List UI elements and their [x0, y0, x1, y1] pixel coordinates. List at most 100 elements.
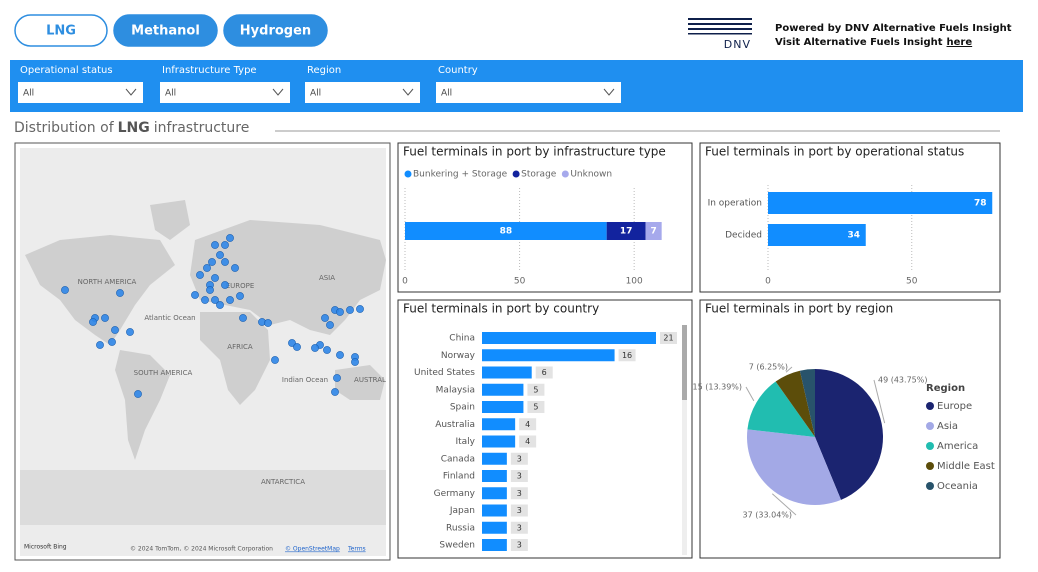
- map-attribution[interactable]: © OpenStreetMap: [285, 546, 340, 553]
- bar[interactable]: [482, 470, 507, 482]
- dropdown[interactable]: [436, 82, 621, 103]
- map-point[interactable]: [311, 344, 319, 352]
- bar[interactable]: [645, 222, 662, 240]
- map-point[interactable]: [89, 318, 97, 326]
- tab-label[interactable]: Methanol: [131, 24, 200, 39]
- pie-slice[interactable]: [747, 429, 842, 506]
- legend-label[interactable]: Asia: [937, 421, 958, 432]
- bar[interactable]: [482, 366, 532, 379]
- map-point[interactable]: [191, 291, 199, 299]
- map-point[interactable]: [203, 264, 211, 272]
- value-label: 6: [542, 368, 547, 377]
- map-point[interactable]: [336, 308, 344, 316]
- legend-label[interactable]: Oceania: [937, 481, 978, 492]
- map-point[interactable]: [116, 289, 124, 297]
- map-point[interactable]: [221, 258, 229, 266]
- map-point[interactable]: [239, 314, 247, 322]
- bar[interactable]: [768, 192, 993, 214]
- map-point[interactable]: [351, 358, 359, 366]
- map-point[interactable]: [271, 356, 279, 364]
- bar[interactable]: [482, 452, 507, 465]
- dropdown-value: All: [165, 89, 176, 99]
- bar[interactable]: [482, 332, 656, 344]
- y-tick-label: Russia: [446, 523, 475, 533]
- tab-label[interactable]: LNG: [46, 24, 76, 39]
- bar[interactable]: [482, 349, 615, 362]
- map-point[interactable]: [211, 274, 219, 282]
- map-point[interactable]: [221, 241, 229, 249]
- legend-label[interactable]: Bunkering + Storage: [413, 170, 508, 180]
- value-label: 15 (13.39%): [693, 383, 742, 392]
- bar[interactable]: [482, 487, 507, 500]
- map-point[interactable]: [231, 264, 239, 272]
- dropdown[interactable]: [305, 82, 420, 103]
- bar[interactable]: [606, 222, 646, 240]
- pie-slice[interactable]: [747, 381, 815, 437]
- map-point[interactable]: [226, 296, 234, 304]
- map-label: ANTARCTICA: [261, 478, 305, 486]
- y-tick-label: Australia: [435, 420, 475, 430]
- map-point[interactable]: [293, 343, 301, 351]
- map-point[interactable]: [108, 338, 116, 346]
- map-point[interactable]: [226, 234, 234, 242]
- pie-slice[interactable]: [775, 370, 815, 437]
- map-point[interactable]: [216, 251, 224, 259]
- link[interactable]: here: [947, 37, 973, 48]
- bar[interactable]: [482, 539, 507, 551]
- legend-label[interactable]: America: [937, 441, 978, 452]
- map-point[interactable]: [111, 326, 119, 334]
- map-point[interactable]: [221, 281, 229, 289]
- map-point[interactable]: [321, 314, 329, 322]
- legend-label[interactable]: Europe: [937, 401, 972, 412]
- continent: [190, 220, 386, 335]
- map-point[interactable]: [216, 301, 224, 309]
- section-fuel: LNG: [118, 120, 150, 136]
- land: [20, 200, 386, 525]
- map-point[interactable]: [126, 328, 134, 336]
- tab-button[interactable]: [223, 14, 328, 47]
- bar[interactable]: [405, 222, 607, 240]
- pie-slice[interactable]: [815, 369, 884, 500]
- map-point[interactable]: [326, 321, 334, 329]
- tab-label[interactable]: Hydrogen: [240, 24, 311, 39]
- map-point[interactable]: [101, 314, 109, 322]
- bar[interactable]: [482, 401, 524, 413]
- map-point[interactable]: [96, 341, 104, 349]
- dropdown[interactable]: [18, 82, 143, 103]
- map-point[interactable]: [336, 351, 344, 359]
- scrollbar-thumb[interactable]: [682, 325, 687, 400]
- chart-title: Fuel terminals in port by region: [705, 302, 893, 316]
- map-point[interactable]: [196, 271, 204, 279]
- legend-swatch: [926, 482, 934, 490]
- bar[interactable]: [482, 435, 516, 448]
- map-point[interactable]: [208, 258, 216, 266]
- map-point[interactable]: [134, 390, 142, 398]
- legend-label[interactable]: Storage: [521, 170, 557, 180]
- map-point[interactable]: [236, 292, 244, 300]
- map-point[interactable]: [201, 296, 209, 304]
- bar[interactable]: [768, 224, 866, 246]
- bar[interactable]: [482, 504, 507, 517]
- map-point[interactable]: [206, 286, 214, 294]
- map-point[interactable]: [356, 305, 364, 313]
- tab-button[interactable]: [14, 14, 108, 47]
- map-point[interactable]: [331, 388, 339, 396]
- bar[interactable]: [482, 383, 524, 396]
- bar[interactable]: [482, 521, 507, 534]
- value-label: 3: [517, 489, 522, 498]
- map-attribution[interactable]: Terms: [347, 546, 366, 553]
- map-point[interactable]: [61, 286, 69, 294]
- legend-label[interactable]: Unknown: [570, 170, 612, 180]
- dropdown[interactable]: [160, 82, 290, 103]
- map-point[interactable]: [333, 374, 341, 382]
- value-label-box: [519, 435, 537, 448]
- tab-button[interactable]: [113, 14, 218, 47]
- map-point[interactable]: [264, 319, 272, 327]
- map-point[interactable]: [323, 346, 331, 354]
- map-point[interactable]: [211, 241, 219, 249]
- pie-slice[interactable]: [799, 369, 815, 437]
- bar[interactable]: [482, 418, 516, 431]
- legend-label[interactable]: Middle East: [937, 461, 995, 472]
- map-point[interactable]: [211, 296, 219, 304]
- map-point[interactable]: [346, 306, 354, 314]
